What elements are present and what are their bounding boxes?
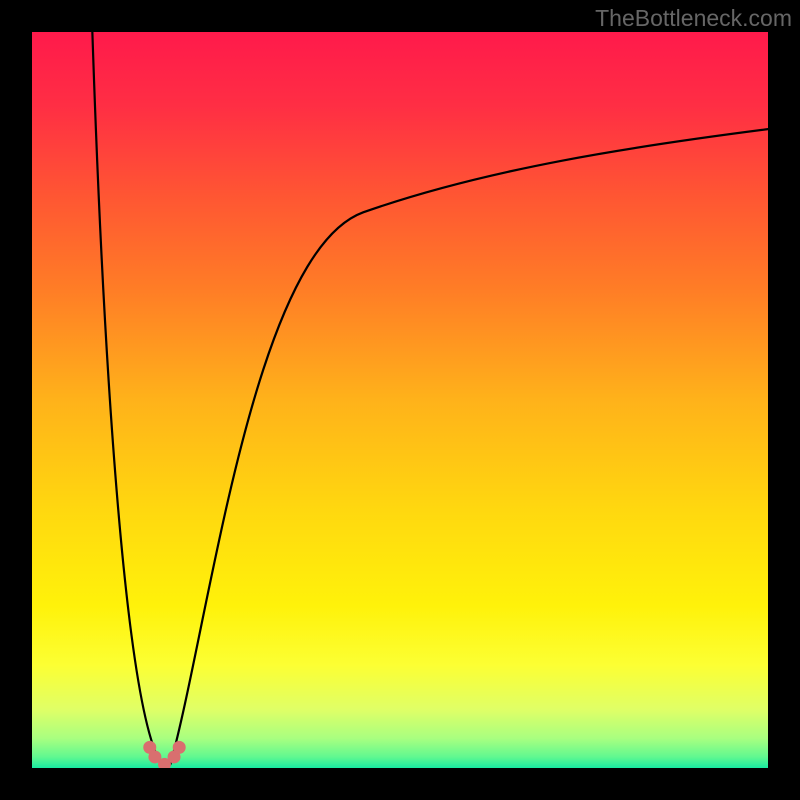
bottleneck-curve: [92, 32, 768, 766]
notch-marker: [173, 741, 186, 754]
plot-area: [32, 32, 768, 768]
chart-container: TheBottleneck.com: [0, 0, 800, 800]
curve-layer: [32, 32, 768, 768]
watermark-label: TheBottleneck.com: [595, 5, 792, 32]
notch-marker-cluster: [143, 741, 185, 768]
